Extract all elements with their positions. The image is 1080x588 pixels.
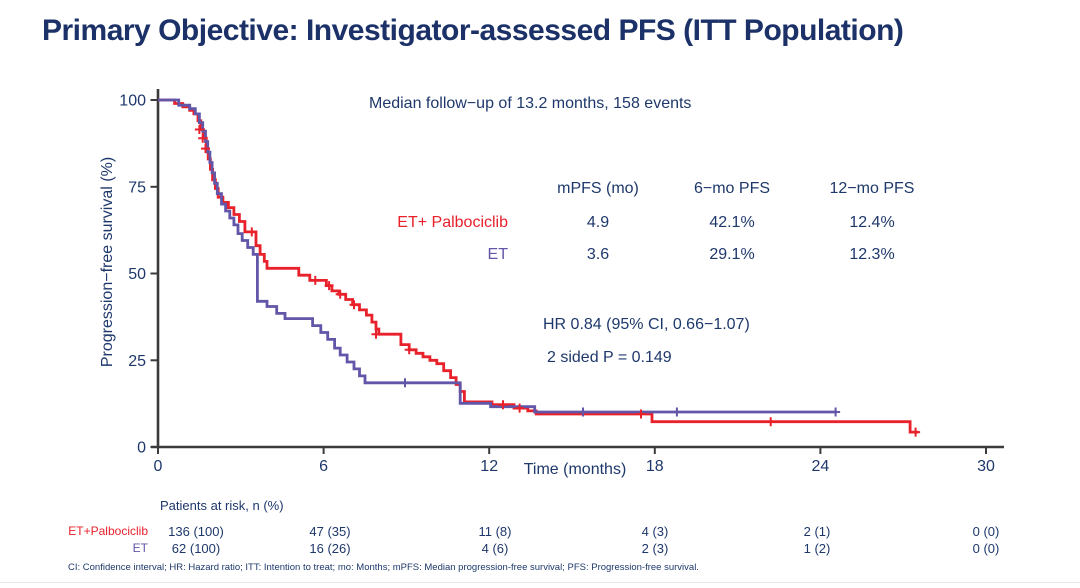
page-title: Primary Objective: Investigator-assessed… bbox=[42, 14, 904, 47]
stat-header-mpfs: mPFS (mo) bbox=[557, 180, 639, 197]
risk-count: 2 (1) bbox=[803, 524, 831, 539]
risk-count: 4 (6) bbox=[481, 541, 509, 556]
bottom-divider bbox=[0, 582, 1080, 583]
km-curve-et-palbociclib bbox=[158, 98, 919, 434]
censor-mark bbox=[310, 275, 320, 285]
risk-count: 11 (8) bbox=[478, 524, 512, 539]
censor-mark bbox=[766, 417, 776, 427]
x-tick-label: 30 bbox=[977, 458, 995, 475]
risk-count: 0 (0) bbox=[972, 524, 1000, 539]
x-tick-label: 24 bbox=[812, 458, 830, 475]
censor-mark bbox=[515, 403, 525, 413]
legend-label-et: ET bbox=[487, 246, 508, 263]
censor-mark bbox=[324, 281, 334, 291]
censor-mark bbox=[404, 345, 414, 355]
censor-mark bbox=[578, 407, 588, 417]
censor-mark bbox=[201, 144, 210, 154]
risk-count: 16 (26) bbox=[309, 541, 351, 556]
legend-label-et-palbociclib: ET+ Palbociclib bbox=[397, 214, 508, 231]
censor-mark bbox=[194, 125, 204, 134]
risk-count: 1 (2) bbox=[803, 541, 831, 556]
censor-mark bbox=[498, 400, 508, 410]
risk-count: 62 (100) bbox=[171, 541, 221, 556]
stat-header-6mo-pfs: 6−mo PFS bbox=[693, 180, 771, 197]
x-tick-label: 6 bbox=[319, 458, 328, 475]
median-followup-annotation: Median follow−up of 13.2 months, 158 eve… bbox=[369, 95, 692, 112]
y-tick-label: 75 bbox=[128, 179, 146, 196]
patients-at-risk-title: Patients at risk, n (%) bbox=[160, 498, 284, 513]
stat-value: 42.1% bbox=[709, 214, 755, 231]
censor-mark bbox=[371, 329, 381, 339]
censor-mark bbox=[831, 407, 841, 417]
y-tick-label: 100 bbox=[119, 93, 146, 110]
stat-header-12mo-pfs: 12−mo PFS bbox=[829, 180, 915, 197]
risk-count: 4 (3) bbox=[641, 524, 669, 539]
abbreviations-footnote: CI: Confidence interval; HR: Hazard rati… bbox=[68, 562, 699, 573]
stat-value: 29.1% bbox=[709, 246, 755, 263]
censor-mark bbox=[349, 300, 359, 310]
risk-row-label-et-palbociclib: ET+Palbociclib bbox=[68, 524, 148, 538]
x-tick-label: 18 bbox=[646, 458, 664, 475]
stat-value: 12.4% bbox=[849, 214, 895, 231]
y-axis-label: Progression−free survival (%) bbox=[99, 156, 116, 368]
risk-count: 0 (0) bbox=[972, 541, 1000, 556]
x-tick-label: 12 bbox=[480, 458, 498, 475]
km-curve-et bbox=[158, 98, 837, 414]
x-tick-label: 0 bbox=[154, 458, 163, 475]
censor-mark bbox=[672, 407, 682, 417]
y-tick-label: 25 bbox=[128, 353, 146, 370]
censor-mark bbox=[636, 409, 646, 419]
y-tick-label: 0 bbox=[137, 440, 146, 457]
censor-mark bbox=[247, 227, 257, 237]
stat-value: 4.9 bbox=[586, 214, 610, 231]
p-value-text: 2 sided P = 0.149 bbox=[547, 349, 672, 366]
risk-count: 2 (3) bbox=[641, 541, 669, 556]
risk-row-label-et: ET bbox=[132, 541, 148, 555]
y-tick-label: 50 bbox=[128, 266, 146, 283]
stat-value: 12.3% bbox=[849, 246, 895, 263]
censor-mark bbox=[400, 378, 410, 388]
hazard-ratio-text: HR 0.84 (95% CI, 0.66−1.07) bbox=[543, 316, 750, 333]
x-axis-label: Time (months) bbox=[523, 461, 627, 478]
censor-mark bbox=[911, 427, 921, 437]
risk-count: 47 (35) bbox=[309, 524, 351, 539]
censor-mark bbox=[198, 133, 208, 143]
stat-value: 3.6 bbox=[586, 246, 610, 263]
risk-count: 136 (100) bbox=[168, 524, 224, 539]
censor-mark bbox=[335, 289, 345, 299]
